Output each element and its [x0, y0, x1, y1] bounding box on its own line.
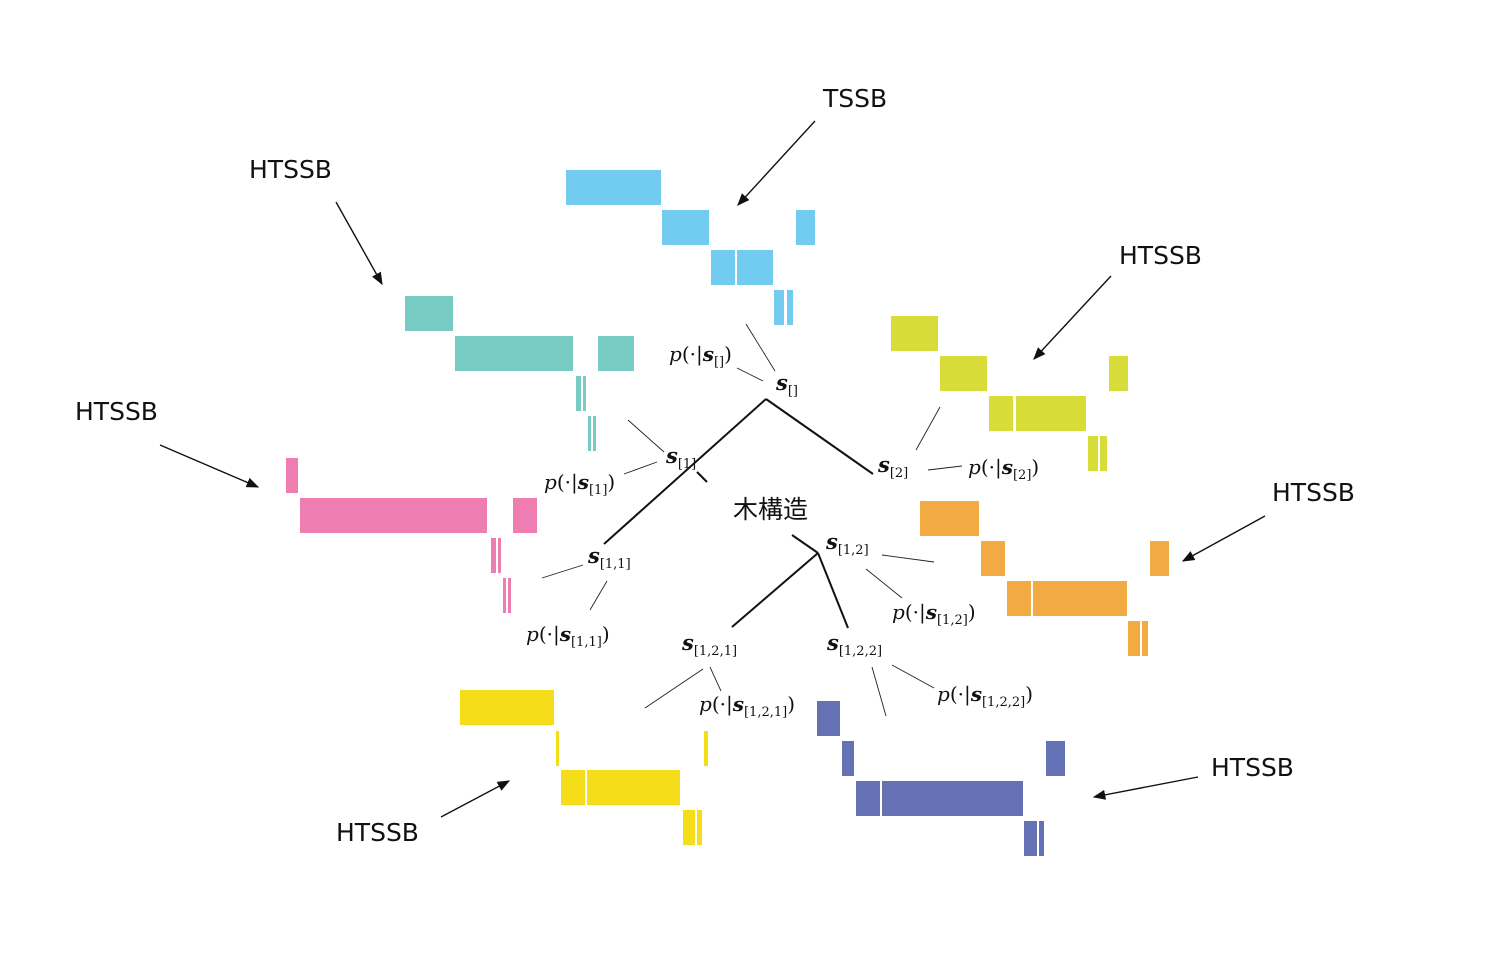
dist-1-1: p(·|s[1,1]): [526, 622, 610, 650]
dist-1: p(·|s[1]): [544, 470, 615, 498]
tssb-bars: [566, 170, 815, 325]
htssb-label-orange: HTSSB: [1272, 478, 1355, 507]
lime-htssb-arrow: [1033, 275, 1112, 360]
indigo-htssb-bars: [817, 701, 1065, 856]
dist-1-2-2: p(·|s[1,2,2]): [937, 682, 1033, 710]
node-1: s[1]: [665, 443, 696, 472]
teal-htssb-arrow: [335, 201, 383, 286]
htssb-label-indigo: HTSSB: [1211, 753, 1294, 782]
tssb-arrow: [737, 120, 816, 206]
pink-htssb-bars: [286, 458, 537, 613]
lime-htssb-bars: [891, 316, 1128, 471]
htssb-label-teal: HTSSB: [249, 155, 332, 184]
orange-htssb-arrow: [1181, 515, 1266, 562]
node-1-1: s[1,1]: [587, 543, 631, 572]
annotation-arrows: [159, 120, 1266, 818]
dist-2: p(·|s[2]): [968, 455, 1039, 483]
dist-root: p(·|s[]): [669, 342, 732, 370]
node-1-2-1: s[1,2,1]: [681, 630, 737, 659]
htssb-label-pink: HTSSB: [75, 397, 158, 426]
teal-htssb-bars: [405, 296, 634, 451]
htssb-label-lime: HTSSB: [1119, 241, 1202, 270]
pink-htssb-arrow: [159, 444, 260, 488]
yellow-htssb-bars: [460, 690, 708, 845]
yellow-htssb-arrow: [440, 780, 511, 818]
tssb-label: TSSB: [822, 84, 887, 113]
dist-1-2: p(·|s[1,2]): [892, 600, 976, 628]
connector-lines: [541, 323, 963, 717]
node-1-2: s[1,2]: [825, 529, 869, 558]
tree-edges: [603, 398, 874, 629]
htssb-label-yellow: HTSSB: [336, 818, 419, 847]
tree-structure-label: 木構造: [733, 495, 808, 524]
orange-htssb-bars: [920, 501, 1169, 656]
dist-1-2-1: p(·|s[1,2,1]): [699, 692, 795, 720]
indigo-htssb-arrow: [1092, 776, 1199, 800]
node-2: s[2]: [877, 452, 908, 481]
node-root: s[]: [775, 370, 798, 399]
node-1-2-2: s[1,2,2]: [826, 630, 882, 659]
